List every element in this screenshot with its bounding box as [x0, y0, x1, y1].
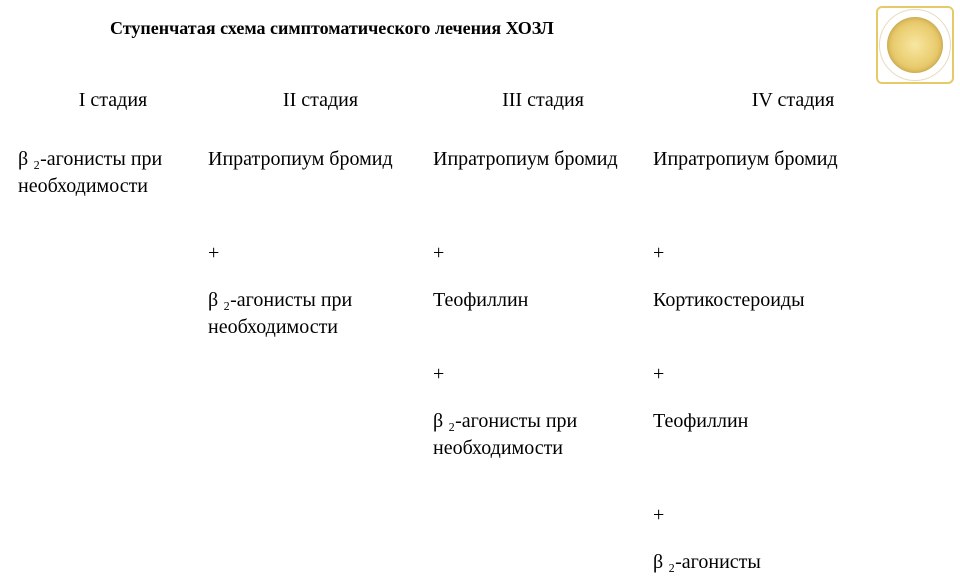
cell: β ₂-агонисты	[653, 539, 933, 586]
col-header-1: I стадия	[18, 79, 208, 136]
logo-icon	[887, 17, 943, 73]
cell: +	[653, 492, 933, 539]
cell-empty	[208, 210, 433, 230]
cell: Теофиллин	[653, 398, 933, 472]
cell-empty	[433, 472, 653, 492]
cell: Теофиллин	[433, 277, 653, 351]
cell: +	[433, 351, 653, 398]
cell: Ипратропиум бромид	[653, 136, 933, 210]
cell-empty	[208, 472, 433, 492]
cell-empty	[433, 492, 653, 539]
col-header-4: IV стадия	[653, 79, 933, 136]
cell-empty	[653, 210, 933, 230]
cell-empty	[18, 398, 208, 472]
cell-empty	[18, 472, 208, 492]
cell: +	[653, 230, 933, 277]
cell: +	[208, 230, 433, 277]
cell-empty	[433, 539, 653, 586]
cell: Ипратропиум бромид	[208, 136, 433, 210]
cell-empty	[18, 492, 208, 539]
cell-empty	[208, 539, 433, 586]
treatment-table: I стадия II стадия III стадия IV стадия …	[18, 79, 942, 586]
cell-empty	[18, 351, 208, 398]
cell-empty	[208, 398, 433, 472]
cell-empty	[653, 472, 933, 492]
cell: Кортикостероиды	[653, 277, 933, 351]
col-header-3: III стадия	[433, 79, 653, 136]
page-title: Ступенчатая схема симптоматического лече…	[110, 18, 942, 39]
cell: β ₂-агонисты при необходимости	[18, 136, 208, 210]
cell-empty	[18, 210, 208, 230]
cell: +	[433, 230, 653, 277]
cell-empty	[208, 351, 433, 398]
cell: +	[653, 351, 933, 398]
cell-empty	[18, 277, 208, 351]
logo-badge	[876, 6, 954, 84]
col-header-2: II стадия	[208, 79, 433, 136]
cell: Ипратропиум бромид	[433, 136, 653, 210]
cell-empty	[18, 539, 208, 586]
page: Ступенчатая схема симптоматического лече…	[0, 0, 960, 540]
cell-empty	[208, 492, 433, 539]
cell-empty	[433, 210, 653, 230]
cell: β ₂-агонисты при необходимости	[433, 398, 653, 472]
cell: β ₂-агонисты при необходимости	[208, 277, 433, 351]
cell-empty	[18, 230, 208, 277]
